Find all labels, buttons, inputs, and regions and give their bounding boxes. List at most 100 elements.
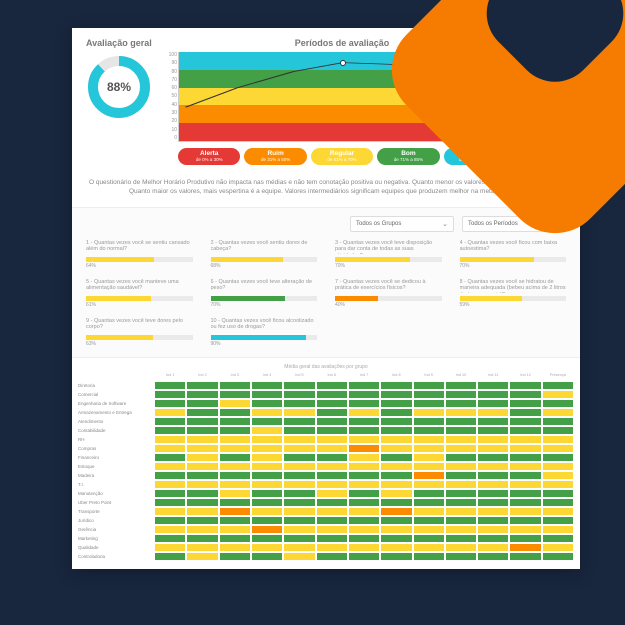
heatmap-cell <box>477 462 509 471</box>
heatmap-row-label: T.I. <box>78 480 154 489</box>
heatmap-cell <box>219 534 251 543</box>
heatmap-cell <box>316 516 348 525</box>
heatmap-row <box>154 552 574 561</box>
heatmap-row-label: Armazenamento e Entrega <box>78 408 154 417</box>
heatmap-cell <box>509 543 541 552</box>
heatmap-cell <box>445 552 477 561</box>
heatmap-cell <box>283 516 315 525</box>
group-select[interactable]: Todos os Grupos ⌄ <box>350 216 454 232</box>
heatmap-cell <box>186 390 218 399</box>
heatmap-cell <box>380 543 412 552</box>
heatmap-cell <box>413 453 445 462</box>
heatmap-row-label: Financeiro <box>78 453 154 462</box>
heatmap-cell <box>251 534 283 543</box>
heatmap-cell <box>316 471 348 480</box>
heatmap-cell <box>186 471 218 480</box>
heatmap-row <box>154 480 574 489</box>
section-heatmap: Média geral das avaliações por grupo Dir… <box>72 357 580 569</box>
question-percent: 40% <box>335 302 442 308</box>
heatmap-cell <box>219 381 251 390</box>
heatmap-cell <box>509 408 541 417</box>
heatmap-cell <box>154 444 186 453</box>
heatmap-cell <box>445 516 477 525</box>
heatmap-cell <box>251 462 283 471</box>
heatmap-row <box>154 444 574 453</box>
heatmap-cell <box>316 543 348 552</box>
heatmap-cell <box>542 507 574 516</box>
heatmap-cell <box>542 480 574 489</box>
heatmap-cell <box>413 498 445 507</box>
heatmap-row-label: Marketing <box>78 534 154 543</box>
heatmap-cell <box>186 417 218 426</box>
heatmap-cell <box>316 525 348 534</box>
heatmap-cell <box>509 489 541 498</box>
heatmap-cell <box>251 498 283 507</box>
legend-pill[interactable]: Bomde 71% a 85% <box>377 148 439 165</box>
heatmap-cell <box>316 489 348 498</box>
heatmap-cell <box>542 525 574 534</box>
heatmap-cell <box>186 498 218 507</box>
heatmap-cell <box>154 381 186 390</box>
heatmap-cell <box>186 435 218 444</box>
legend-pill[interactable]: Regularde 51% a 70% <box>311 148 373 165</box>
heatmap-cell <box>348 381 380 390</box>
heatmap-cell <box>348 507 380 516</box>
heatmap-cell <box>283 498 315 507</box>
legend-pill[interactable]: Alertade 0% a 30% <box>178 148 240 165</box>
heatmap-cell <box>445 435 477 444</box>
heatmap-cell <box>186 516 218 525</box>
heatmap-cell <box>509 417 541 426</box>
heatmap-cell <box>316 480 348 489</box>
heatmap-cell <box>445 417 477 426</box>
gauge-percent-label: 88% <box>86 54 152 120</box>
heatmap-row-label: Estoque <box>78 462 154 471</box>
heatmap-row-label: Atendimento <box>78 417 154 426</box>
heatmap-row <box>154 525 574 534</box>
heatmap-cell <box>477 408 509 417</box>
heatmap-row <box>154 435 574 444</box>
heatmap-cell <box>251 435 283 444</box>
heatmap-cell <box>445 480 477 489</box>
heatmap-cell <box>154 516 186 525</box>
heatmap-cell <box>509 480 541 489</box>
heatmap-cell <box>542 516 574 525</box>
legend-pill[interactable]: Ruimde 31% a 50% <box>244 148 306 165</box>
heatmap-row-label: Uber Preto Point <box>78 498 154 507</box>
heatmap-cell <box>445 444 477 453</box>
heatmap-cell <box>509 498 541 507</box>
heatmap-cell <box>509 471 541 480</box>
heatmap-cell <box>186 426 218 435</box>
heatmap-cell <box>219 399 251 408</box>
heatmap-cell <box>186 462 218 471</box>
heatmap-cell <box>413 417 445 426</box>
question-percent: 70% <box>335 263 442 269</box>
heatmap-body <box>154 381 574 561</box>
heatmap-cell <box>316 399 348 408</box>
heatmap-cell <box>542 435 574 444</box>
heatmap-cell <box>348 408 380 417</box>
gauge-title: Avaliação geral <box>86 38 168 48</box>
heatmap-cell <box>413 552 445 561</box>
question-bar <box>211 257 318 262</box>
heatmap-cell <box>542 489 574 498</box>
heatmap-cell <box>509 516 541 525</box>
heatmap-cell <box>316 534 348 543</box>
heatmap-cell <box>283 552 315 561</box>
heatmap-cell <box>445 390 477 399</box>
y-axis-labels: 1009080706050403020100 <box>165 52 177 141</box>
heatmap-cell <box>283 417 315 426</box>
heatmap-cell <box>380 390 412 399</box>
heatmap-cell <box>154 462 186 471</box>
heatmap-cell <box>380 534 412 543</box>
heatmap-cell <box>509 381 541 390</box>
heatmap-col-header: Ind 5 <box>283 373 315 381</box>
heatmap-cell <box>477 444 509 453</box>
heatmap-cell <box>445 534 477 543</box>
question-percent: 90% <box>211 341 318 347</box>
heatmap: DiretoriaComercialEngenharia de Software… <box>78 373 574 561</box>
heatmap-cell <box>413 408 445 417</box>
heatmap-cell <box>219 489 251 498</box>
heatmap-cell <box>477 534 509 543</box>
heatmap-cell <box>219 507 251 516</box>
period-select-value: Todos os Períodos <box>468 221 518 227</box>
